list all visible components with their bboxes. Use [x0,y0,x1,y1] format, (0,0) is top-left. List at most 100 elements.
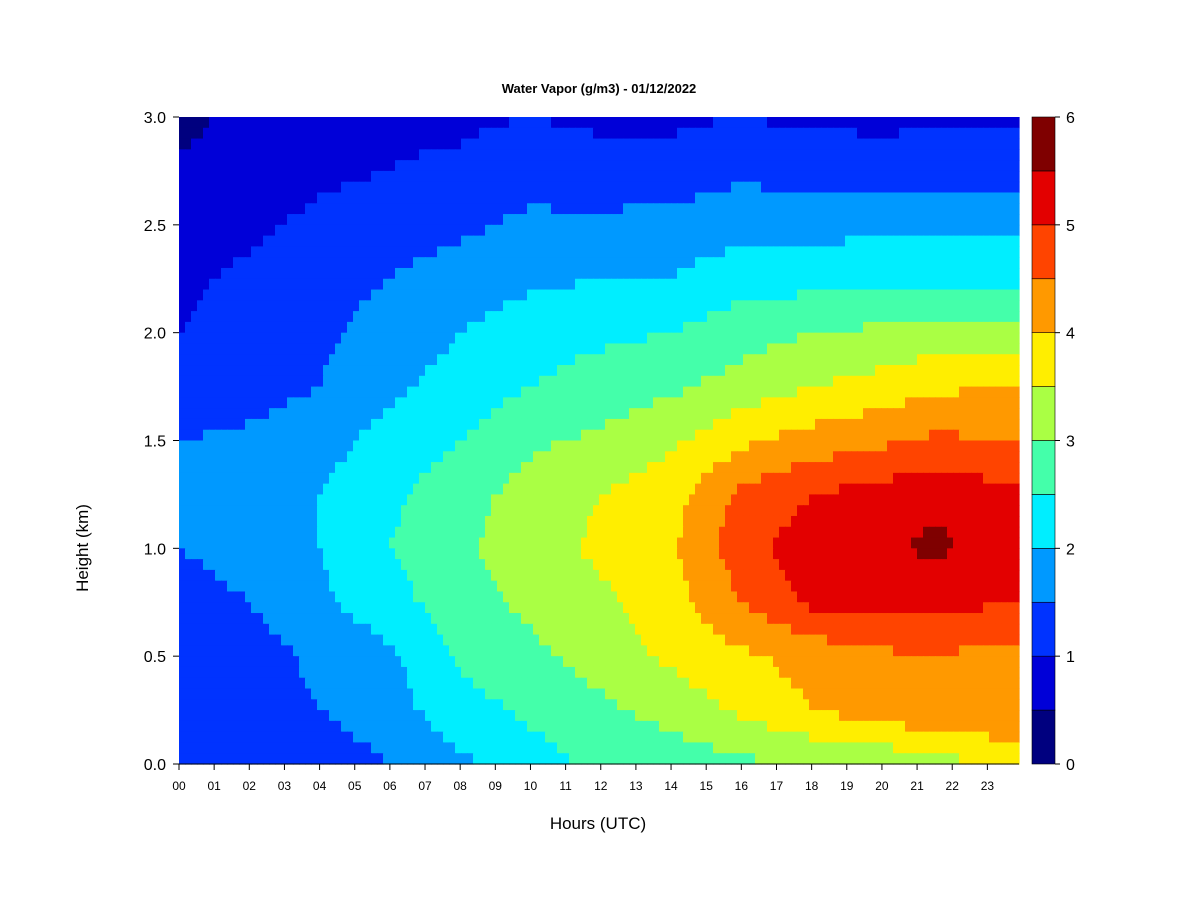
heatmap-cell [929,138,936,150]
heatmap-cell [641,451,648,463]
heatmap-cell [845,462,852,474]
heatmap-cell [503,440,510,452]
heatmap-cell [893,235,900,247]
heatmap-cell [869,440,876,452]
heatmap-cell [983,440,990,452]
heatmap-cell [725,321,732,334]
heatmap-cell [251,462,258,474]
heatmap-cell [893,149,900,161]
heatmap-cell [431,224,438,237]
heatmap-cell [299,257,306,269]
heatmap-cell [527,343,534,355]
heatmap-cell [773,418,780,431]
heatmap-cell [797,235,804,247]
heatmap-cell [791,170,798,183]
heatmap-cell [737,235,744,247]
heatmap-cell [839,321,846,334]
heatmap-cell [653,375,660,388]
heatmap-cell [455,386,462,398]
heatmap-cell [857,300,864,312]
heatmap-cell [881,246,888,258]
heatmap-cell [227,408,234,420]
heatmap-cell [233,375,240,388]
heatmap-cell [227,397,234,409]
heatmap-cell [317,429,324,442]
heatmap-cell [953,321,960,334]
heatmap-cell [299,203,306,215]
heatmap-cell [881,160,888,172]
heatmap-cell [971,375,978,388]
heatmap-cell [779,192,786,204]
heatmap-cell [191,224,198,237]
heatmap-cell [209,203,216,215]
heatmap-cell [767,418,774,431]
heatmap-cell [941,203,948,215]
heatmap-cell [929,483,936,496]
heatmap-cell [641,300,648,312]
heatmap-cell [185,462,192,474]
heatmap-cell [935,224,942,237]
heatmap-cell [209,408,216,420]
heatmap-cell [473,483,480,496]
heatmap-cell [1001,472,1008,485]
heatmap-cell [869,472,876,485]
heatmap-cell [299,117,306,129]
heatmap-cell [893,278,900,291]
heatmap-cell [377,257,384,269]
heatmap-cell [731,181,738,194]
heatmap-cell [317,494,324,506]
heatmap-cell [395,472,402,485]
heatmap-cell [869,278,876,291]
heatmap-cell [299,462,306,474]
heatmap-cell [677,214,684,226]
heatmap-cell [941,300,948,312]
heatmap-cell [587,418,594,431]
heatmap-cell [785,418,792,431]
heatmap-cell [569,321,576,334]
heatmap-cell [287,472,294,485]
heatmap-cell [893,483,900,496]
heatmap-cell [599,127,606,140]
heatmap-cell [611,494,618,506]
heatmap-cell [323,117,330,129]
heatmap-cell [995,278,1002,291]
heatmap-cell [797,257,804,269]
heatmap-cell [491,494,498,506]
heatmap-cell [623,300,630,312]
heatmap-cell [863,462,870,474]
heatmap-cell [191,354,198,366]
heatmap-cell [641,440,648,452]
heatmap-cell [599,300,606,312]
heatmap-cell [953,235,960,247]
heatmap-cell [953,160,960,172]
heatmap-cell [737,386,744,398]
heatmap-cell [239,418,246,431]
heatmap-cell [329,149,336,161]
heatmap-cell [491,365,498,377]
heatmap-cell [449,170,456,183]
heatmap-cell [641,408,648,420]
heatmap-cell [383,408,390,420]
heatmap-cell [209,343,216,355]
heatmap-cell [671,149,678,161]
heatmap-cell [425,127,432,140]
heatmap-cell [461,192,468,204]
heatmap-cell [629,117,636,129]
heatmap-cell [341,138,348,150]
heatmap-cell [275,117,282,129]
heatmap-cell [809,418,816,431]
heatmap-cell [311,138,318,150]
heatmap-cell [431,214,438,226]
heatmap-cell [659,203,666,215]
heatmap-cell [449,343,456,355]
heatmap-cell [617,386,624,398]
heatmap-cell [221,311,228,323]
heatmap-cell [377,267,384,280]
heatmap-cell [347,321,354,334]
heatmap-cell [191,332,198,345]
heatmap-cell [437,365,444,377]
heatmap-cell [197,203,204,215]
heatmap-cell [593,149,600,161]
heatmap-cell [473,192,480,204]
heatmap-cell [701,354,708,366]
